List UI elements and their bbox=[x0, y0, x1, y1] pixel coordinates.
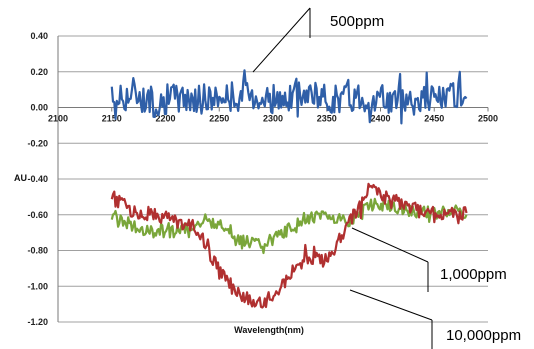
x-tick-label: 2100 bbox=[48, 114, 68, 124]
x-tick-label: 2150 bbox=[102, 114, 122, 124]
series-line-1 bbox=[110, 69, 468, 125]
series-line-3 bbox=[110, 182, 468, 309]
x-tick-label: 2200 bbox=[155, 114, 175, 124]
callout-label: 1,000ppm bbox=[440, 266, 507, 283]
y-tick-label: -0.80 bbox=[27, 246, 48, 256]
y-tick-labels: 0.40 0.20 0.00 -0.20 -0.40 -0.60 -0.80 -1.00 -1.… bbox=[27, 31, 48, 327]
callout-3: 10,000ppm bbox=[349, 289, 521, 349]
callout-label: 10,000ppm bbox=[446, 327, 521, 344]
x-tick-label: 2500 bbox=[478, 114, 498, 124]
callout-leader-line bbox=[252, 7, 311, 73]
y-tick-label: 0.40 bbox=[30, 31, 48, 41]
x-tick-label: 2400 bbox=[370, 114, 390, 124]
callout-leader-line bbox=[351, 227, 429, 263]
y-tick-label: -0.20 bbox=[27, 138, 48, 148]
x-tick-labels: 2100 2150 2200 2250 2300 2350 2400 2450 2500 bbox=[48, 107, 498, 124]
x-tick-label: 2450 bbox=[424, 114, 444, 124]
grid bbox=[57, 35, 488, 323]
y-tick-label: 0.20 bbox=[30, 67, 48, 77]
y-tick-label: -0.40 bbox=[27, 174, 48, 184]
y-tick-label: -1.00 bbox=[27, 281, 48, 291]
y-axis-label: AU bbox=[14, 173, 27, 183]
callouts: 500ppm 1,000ppm 10,000ppm bbox=[252, 7, 521, 349]
callout-2: 1,000ppm bbox=[351, 227, 507, 292]
x-axis-label: Wavelength(nm) bbox=[234, 325, 304, 335]
y-tick-label: -1.20 bbox=[27, 317, 48, 327]
callout-1: 500ppm bbox=[252, 7, 384, 73]
callout-leader-line bbox=[349, 289, 433, 321]
callout-label: 500ppm bbox=[330, 13, 384, 30]
series-lines bbox=[110, 69, 468, 309]
y-tick-label: 0.00 bbox=[30, 103, 48, 113]
y-tick-label: -0.60 bbox=[27, 210, 48, 220]
x-tick-label: 2300 bbox=[263, 114, 283, 124]
x-tick-label: 2250 bbox=[209, 114, 229, 124]
series-line-2 bbox=[110, 197, 468, 255]
x-tick-label: 2350 bbox=[317, 114, 337, 124]
